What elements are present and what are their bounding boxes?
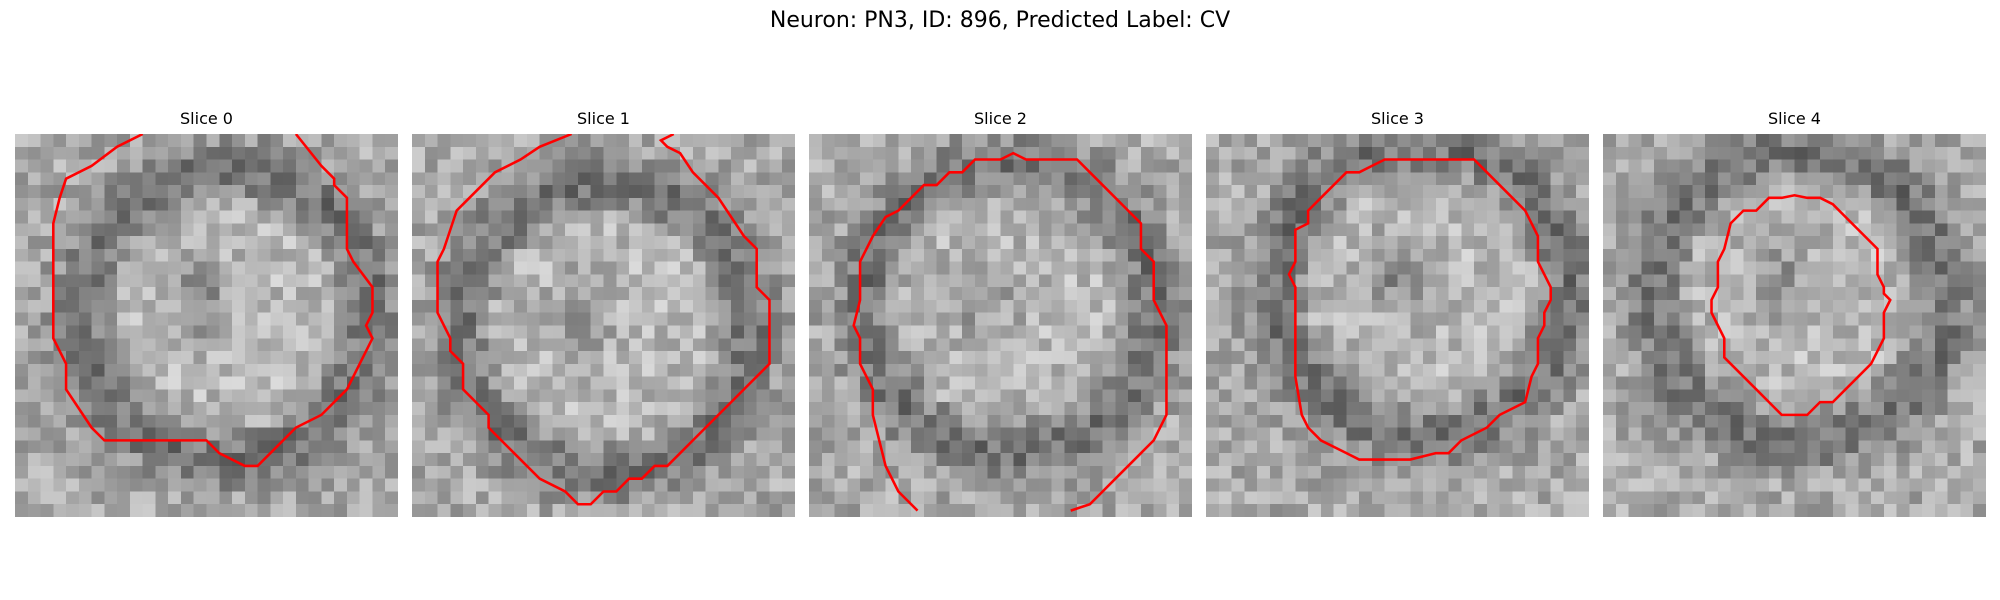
slice-title: Slice 3	[1206, 108, 1589, 134]
slice-title: Slice 0	[15, 108, 398, 134]
slice-panel-4: Slice 4	[1603, 108, 1986, 517]
em-slice-image	[15, 134, 398, 517]
em-slice-image	[809, 134, 1192, 517]
slice-title: Slice 1	[412, 108, 795, 134]
em-slice-image	[1206, 134, 1589, 517]
slice-title: Slice 4	[1603, 108, 1986, 134]
slice-panel-2: Slice 2	[809, 108, 1192, 517]
figure-title: Neuron: PN3, ID: 896, Predicted Label: C…	[0, 8, 2000, 33]
slice-title: Slice 2	[809, 108, 1192, 134]
slice-panel-0: Slice 0	[15, 108, 398, 517]
em-slice-image	[1603, 134, 1986, 517]
slice-panel-1: Slice 1	[412, 108, 795, 517]
slice-panel-3: Slice 3	[1206, 108, 1589, 517]
em-slice-image	[412, 134, 795, 517]
